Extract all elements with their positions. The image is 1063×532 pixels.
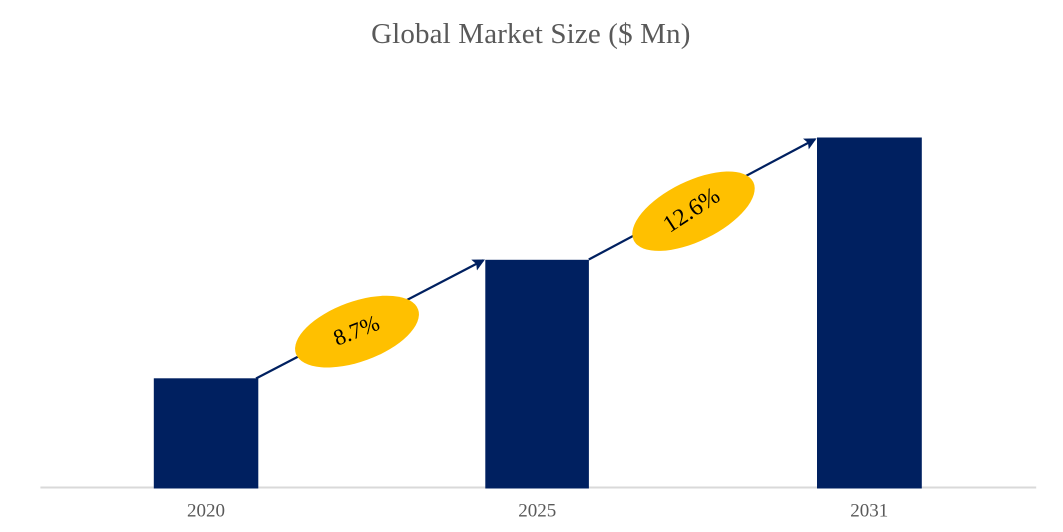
svg-text:Global Market Size ($ Mn): Global Market Size ($ Mn) xyxy=(371,18,690,50)
svg-text:2025: 2025 xyxy=(518,501,556,522)
svg-text:2031: 2031 xyxy=(850,501,888,522)
svg-text:2020: 2020 xyxy=(187,501,225,522)
